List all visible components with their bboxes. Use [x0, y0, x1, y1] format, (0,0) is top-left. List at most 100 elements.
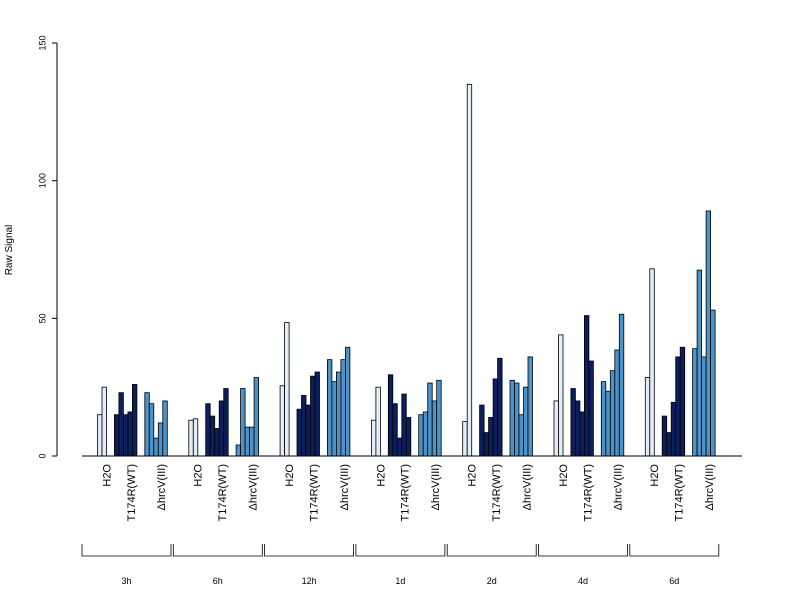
y-axis-title: Raw Signal	[4, 225, 15, 276]
bar	[675, 356, 681, 457]
bar	[523, 386, 529, 457]
bar	[431, 400, 438, 457]
bar	[344, 346, 351, 457]
bar	[131, 384, 138, 457]
bar	[162, 400, 168, 457]
condition-label: T174R(WT)	[308, 464, 320, 521]
bar	[436, 379, 442, 457]
bar	[644, 377, 651, 457]
y-axis: 0 50 100 150	[37, 35, 58, 459]
time-label: 6h	[213, 576, 223, 586]
x-axis-labels: H2O T174R(WT) ΔhrcV(III) H2O T174R(WT) ΔhrcV(…	[101, 464, 716, 522]
bar	[514, 382, 520, 457]
bar	[701, 356, 707, 457]
bar	[335, 371, 342, 457]
bar	[340, 359, 346, 457]
bar	[614, 349, 620, 457]
bar	[205, 403, 211, 457]
time-label: 6d	[669, 576, 679, 586]
bar	[492, 378, 499, 457]
bar	[392, 403, 398, 457]
bar	[387, 374, 394, 457]
time-label: 12h	[302, 576, 317, 586]
bar	[570, 388, 576, 457]
bar	[326, 359, 333, 457]
y-tick-label: 0	[37, 453, 47, 458]
bar	[418, 414, 424, 457]
time-bracket	[629, 544, 720, 557]
bar	[600, 381, 607, 457]
bar	[466, 83, 473, 457]
bar	[422, 411, 429, 457]
bar	[118, 392, 124, 457]
bar	[370, 419, 377, 457]
time-bracket	[81, 544, 172, 557]
time-label: 4d	[578, 576, 588, 586]
bar	[148, 403, 155, 457]
bar	[209, 415, 216, 457]
time-bracket	[172, 544, 263, 557]
bar	[479, 404, 485, 457]
bar	[153, 437, 159, 457]
bar	[244, 426, 251, 457]
bar	[427, 382, 433, 457]
condition-label: ΔhrcV(III)	[521, 464, 533, 510]
bar	[527, 356, 533, 457]
condition-label: ΔhrcV(III)	[156, 464, 168, 510]
bar	[249, 426, 255, 457]
bar	[301, 395, 307, 457]
condition-label: H2O	[649, 464, 661, 487]
condition-label: ΔhrcV(III)	[704, 464, 716, 510]
bar-series	[97, 83, 716, 457]
time-bracket	[538, 544, 628, 557]
bar	[497, 357, 503, 457]
condition-label: ΔhrcV(III)	[613, 464, 625, 510]
bar	[666, 432, 672, 457]
time-bracket	[355, 544, 446, 557]
bar	[97, 414, 103, 457]
bar	[401, 393, 407, 457]
bar	[144, 392, 150, 457]
condition-label: H2O	[101, 464, 113, 487]
bar	[579, 411, 585, 457]
condition-label: H2O	[193, 464, 205, 487]
bar	[214, 428, 220, 457]
condition-label: ΔhrcV(III)	[430, 464, 442, 510]
condition-label: T174R(WT)	[126, 464, 138, 521]
condition-label: H2O	[467, 464, 479, 487]
bar	[192, 418, 199, 457]
time-label: 1d	[395, 576, 405, 586]
bar	[710, 309, 716, 457]
time-bracket	[446, 544, 537, 557]
bar	[405, 417, 412, 457]
condition-label: H2O	[284, 464, 296, 487]
y-tick-label: 50	[37, 313, 47, 323]
bar	[296, 408, 302, 457]
time-label: 3h	[121, 576, 131, 586]
bar	[584, 315, 590, 457]
bar	[588, 360, 594, 457]
bar	[618, 313, 625, 457]
condition-label: T174R(WT)	[582, 464, 594, 521]
bar	[305, 404, 311, 457]
bar	[558, 334, 564, 457]
condition-label: H2O	[375, 464, 387, 487]
condition-label: ΔhrcV(III)	[339, 464, 351, 510]
condition-label: ΔhrcV(III)	[248, 464, 260, 510]
bar	[235, 444, 242, 457]
bar	[553, 400, 559, 457]
bar	[705, 210, 711, 457]
bar	[670, 401, 677, 457]
time-bracket	[264, 544, 354, 557]
time-brackets: 3h 6h 12h 1d 2d 4d 6d	[81, 544, 720, 586]
bar	[157, 422, 164, 457]
bar	[483, 432, 490, 457]
bar	[314, 371, 320, 457]
condition-label: H2O	[558, 464, 570, 487]
bar	[114, 414, 120, 457]
bar	[605, 390, 611, 457]
bar	[240, 388, 246, 457]
bar	[509, 379, 515, 457]
bar	[575, 400, 581, 457]
